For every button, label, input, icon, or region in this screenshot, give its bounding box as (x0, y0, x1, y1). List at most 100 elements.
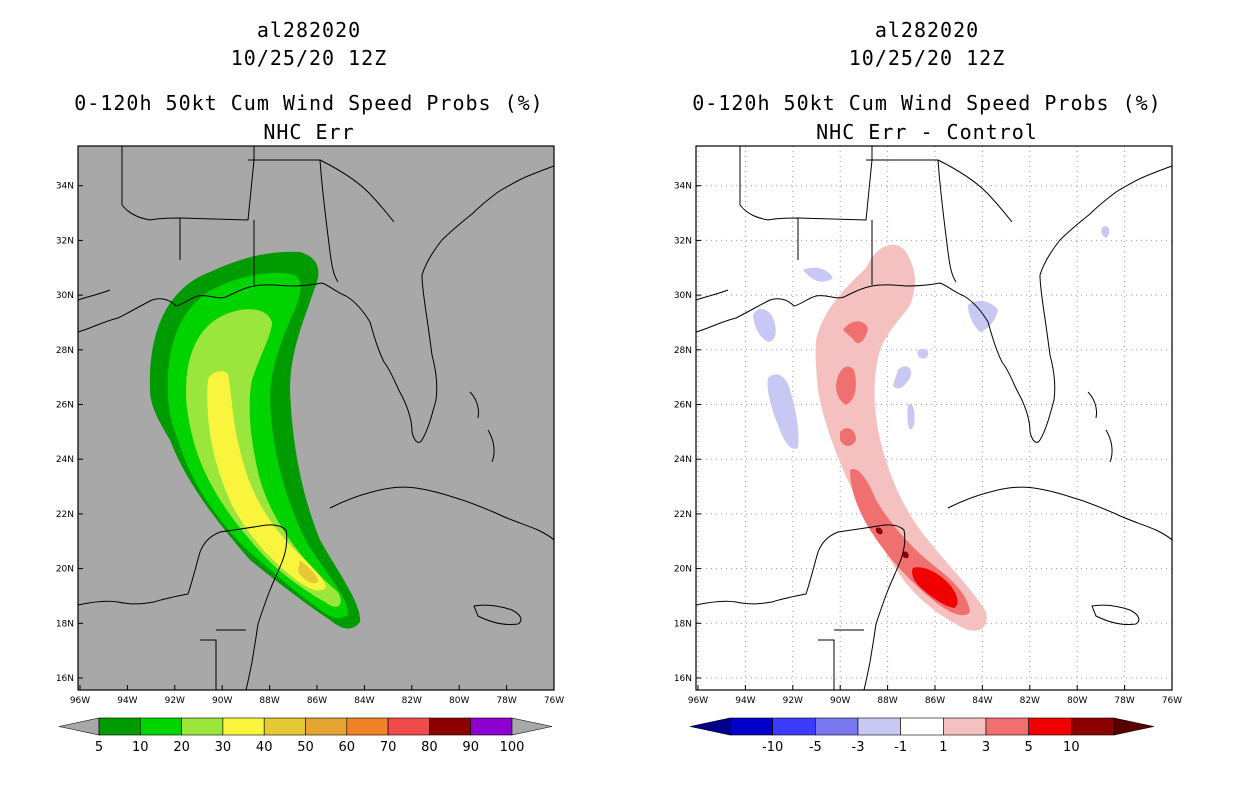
left-panel: al282020 10/25/20 12Z 0-120h 50kt Cum Wi… (56, 18, 564, 755)
probability-contours (149, 251, 361, 629)
coastline-segment (473, 604, 522, 625)
colorbar-label: 60 (339, 740, 356, 755)
colorbar-arrow-right (511, 717, 553, 736)
colorbar-swatch (943, 717, 987, 736)
panel-subtitle: NHC Err - Control (816, 120, 1038, 144)
diff-plus-5 (912, 567, 958, 608)
coastline-segment (121, 146, 181, 260)
colorbar-label: 3 (982, 740, 990, 755)
lat-label: 28N (56, 346, 74, 356)
lat-label: 32N (674, 236, 692, 246)
colorbar-arrow-left (58, 717, 100, 736)
lon-label: 96W (70, 696, 90, 706)
colorbar-label: -1 (894, 740, 907, 755)
lon-label: 86W (925, 696, 945, 706)
lat-label: 28N (674, 346, 692, 356)
colorbar-label: -10 (762, 740, 783, 755)
colorbar-swatch (140, 717, 182, 736)
coastline-segment (248, 159, 339, 283)
lon-label: 88W (877, 696, 897, 706)
coastline-segment (77, 524, 288, 691)
colorbar-label: 90 (462, 740, 479, 755)
lon-label: 90W (830, 696, 850, 706)
lat-label: 30N (674, 291, 692, 301)
coastline-segment (77, 165, 555, 443)
colorbar-swatch (263, 717, 306, 736)
probability-map: 96W 94W 92W 90W 88W 86W 84W 82W 80W 78W 76W 16N 18N 2… (56, 145, 564, 755)
coastline-segment (329, 486, 555, 541)
colorbar-label: 5 (95, 740, 103, 755)
colorbar-swatch (429, 717, 471, 736)
coastline-segment (866, 159, 957, 283)
lon-label: 90W (212, 696, 232, 706)
colorbar: 5 10 20 30 40 50 60 70 80 90 100 (58, 717, 553, 755)
axis-ticks: 96W 94W 92W 90W 88W 86W 84W 82W 80W 78W 76W 16N 18N 2… (674, 182, 1182, 706)
colorbar-label: -3 (852, 740, 865, 755)
colorbar-label: 100 (500, 740, 525, 755)
colorbar-label: 20 (173, 740, 190, 755)
colorbar-label: 1 (939, 740, 947, 755)
colorbar-arrow-left (689, 717, 731, 736)
lat-label: 16N (56, 674, 74, 684)
datetime: 10/25/20 12Z (230, 46, 388, 70)
colorbar-swatch (857, 717, 901, 736)
map-frame (77, 145, 555, 691)
colorbar-swatch (900, 717, 944, 736)
lat-label: 32N (56, 236, 74, 246)
datetime: 10/25/20 12Z (848, 46, 1006, 70)
lon-label: 76W (544, 696, 564, 706)
lon-label: 78W (496, 696, 516, 706)
lon-label: 80W (1067, 696, 1087, 706)
lon-label: 78W (1114, 696, 1134, 706)
coastline-segment (469, 391, 495, 463)
right-panel: al282020 10/25/20 12Z 0-120h 50kt Cum Wi… (618, 0, 1236, 800)
lon-label: 86W (307, 696, 327, 706)
coastlines (695, 146, 1173, 691)
coastline-segment (319, 159, 395, 223)
colorbar-arrow-right (1113, 717, 1155, 736)
colorbar-swatch (815, 717, 859, 736)
coastline-segment (937, 159, 1013, 223)
lat-label: 16N (674, 674, 692, 684)
lat-label: 30N (56, 291, 74, 301)
coastline-segment (695, 289, 729, 301)
colorbar-label: 80 (421, 740, 438, 755)
colorbar-label: 10 (132, 740, 149, 755)
product-title: 0-120h 50kt Cum Wind Speed Probs (%) (692, 91, 1162, 115)
coastline-segment (695, 165, 1173, 443)
lon-label: 82W (1020, 696, 1040, 706)
coastline-segment (200, 639, 217, 690)
colorbar: -10 -5 -3 -1 1 3 5 10 (689, 717, 1155, 755)
contour-30 (207, 371, 326, 591)
coastline-segment (739, 146, 799, 260)
colorbar-label: 50 (297, 740, 314, 755)
lon-label: 92W (783, 696, 803, 706)
lon-label: 88W (259, 696, 279, 706)
coastline-segment (1087, 391, 1113, 463)
coastline-segment (695, 524, 906, 691)
colorbar-label: 40 (256, 740, 273, 755)
difference-map: 96W 94W 92W 90W 88W 86W 84W 82W 80W 78W 76W 16N 18N 2… (674, 145, 1182, 755)
coastline-segment (947, 486, 1173, 541)
lat-label: 18N (56, 619, 74, 629)
colorbar-swatch (346, 717, 389, 736)
lon-label: 82W (402, 696, 422, 706)
lon-label: 80W (449, 696, 469, 706)
lat-label: 18N (674, 619, 692, 629)
lat-label: 26N (56, 401, 74, 411)
colorbar-swatch (222, 717, 265, 736)
coastlines (77, 146, 555, 691)
lat-label: 34N (56, 182, 74, 192)
difference-contours (753, 226, 1110, 631)
lat-label: 22N (56, 510, 74, 520)
lat-label: 24N (674, 455, 692, 465)
product-title: 0-120h 50kt Cum Wind Speed Probs (%) (74, 91, 544, 115)
lat-label: 22N (674, 510, 692, 520)
contour-40 (298, 560, 318, 584)
colorbar-swatch (98, 717, 141, 736)
diff-plus-10 (875, 527, 909, 559)
colorbar-swatch (181, 717, 224, 736)
panel-subtitle: NHC Err (263, 120, 355, 144)
colorbar-label: -5 (809, 740, 822, 755)
lon-label: 92W (165, 696, 185, 706)
